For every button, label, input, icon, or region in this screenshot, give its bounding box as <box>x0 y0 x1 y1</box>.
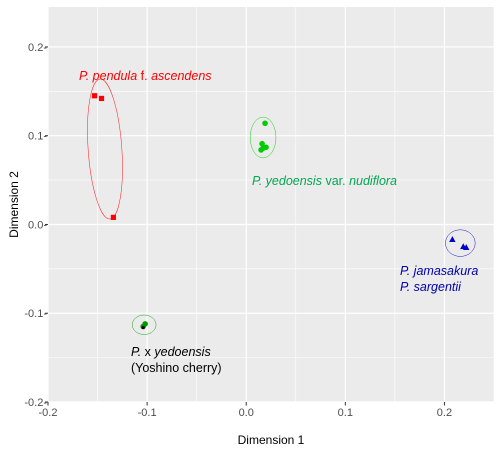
data-point-nudiflora <box>262 120 268 127</box>
annotation-pendula: P. pendula f. ascendens <box>79 69 212 83</box>
data-points <box>91 93 470 330</box>
x-axis-ticks: -0.2 -0.1 0.0 0.1 0.2 <box>39 402 452 419</box>
cluster-ellipse-pendula <box>87 78 123 220</box>
annotations: P. pendula f. ascendens P. yedoensis var.… <box>79 69 478 375</box>
cluster-ellipse-nudiflora <box>249 116 277 159</box>
minor-gridlines <box>48 7 495 402</box>
plot-panel <box>48 7 494 402</box>
data-point-pendula <box>98 95 105 102</box>
x-tick-label: 0.1 <box>338 407 353 419</box>
data-point-pendula <box>91 93 98 99</box>
annotation-yedoensis: P. x yedoensis <box>131 345 211 359</box>
data-point-nudiflora <box>263 144 269 151</box>
annotation-yoshino: (Yoshino cherry) <box>131 361 222 375</box>
y-tick-label: 0.0- <box>28 219 47 231</box>
annotation-sargentii: P. sargentii <box>400 280 462 294</box>
x-tick-label: -0.1 <box>138 407 157 419</box>
x-tick-label: 0.0 <box>239 407 254 419</box>
annotation-jamasakura: P. jamasakura <box>400 264 478 278</box>
annotation-part: P. pendula <box>79 69 137 83</box>
data-point-jamasakura-sargentii <box>449 236 456 242</box>
y-tick-label: -0.1- <box>24 308 47 320</box>
data-point-pendula <box>110 214 117 220</box>
y-tick-label: 0.2- <box>28 42 47 54</box>
y-axis-title: Dimension 2 <box>7 171 21 238</box>
x-axis-title: Dimension 1 <box>238 433 305 447</box>
cluster-ellipses <box>87 78 476 335</box>
annotation-part: (Yoshino cherry) <box>131 361 222 375</box>
annotation-part: P. yedoensis <box>252 174 322 188</box>
data-point-nudiflora <box>258 147 264 153</box>
annotation-part: P. sargentii <box>400 280 462 294</box>
data-point-jamasakura-sargentii <box>463 244 470 250</box>
annotation-part: nudiflora <box>349 174 397 188</box>
cluster-ellipse-jamasakura-sargentii <box>445 229 476 257</box>
data-point-yedoensis-extra <box>141 325 145 330</box>
y-tick-label: 0.1- <box>28 131 47 143</box>
annotation-part: var. <box>322 174 349 188</box>
annotation-part: f. <box>137 69 151 83</box>
annotation-part: x <box>141 345 154 359</box>
y-axis-ticks: -0.2- -0.1- 0.0- 0.1- 0.2- <box>24 42 48 409</box>
annotation-part: P. <box>131 345 141 359</box>
annotation-part: ascendens <box>151 69 211 83</box>
data-point-nudiflora <box>259 140 265 147</box>
annotation-part: yedoensis <box>153 345 210 359</box>
annotation-nudiflora: P. yedoensis var. nudiflora <box>252 174 397 188</box>
cluster-ellipse-yedoensis <box>131 314 157 335</box>
annotation-part: P. jamasakura <box>400 264 478 278</box>
major-gridlines <box>47 7 494 403</box>
x-tick-label: -0.2 <box>39 407 58 419</box>
x-tick-label: 0.2 <box>437 407 452 419</box>
y-tick-label: -0.2- <box>24 397 47 409</box>
